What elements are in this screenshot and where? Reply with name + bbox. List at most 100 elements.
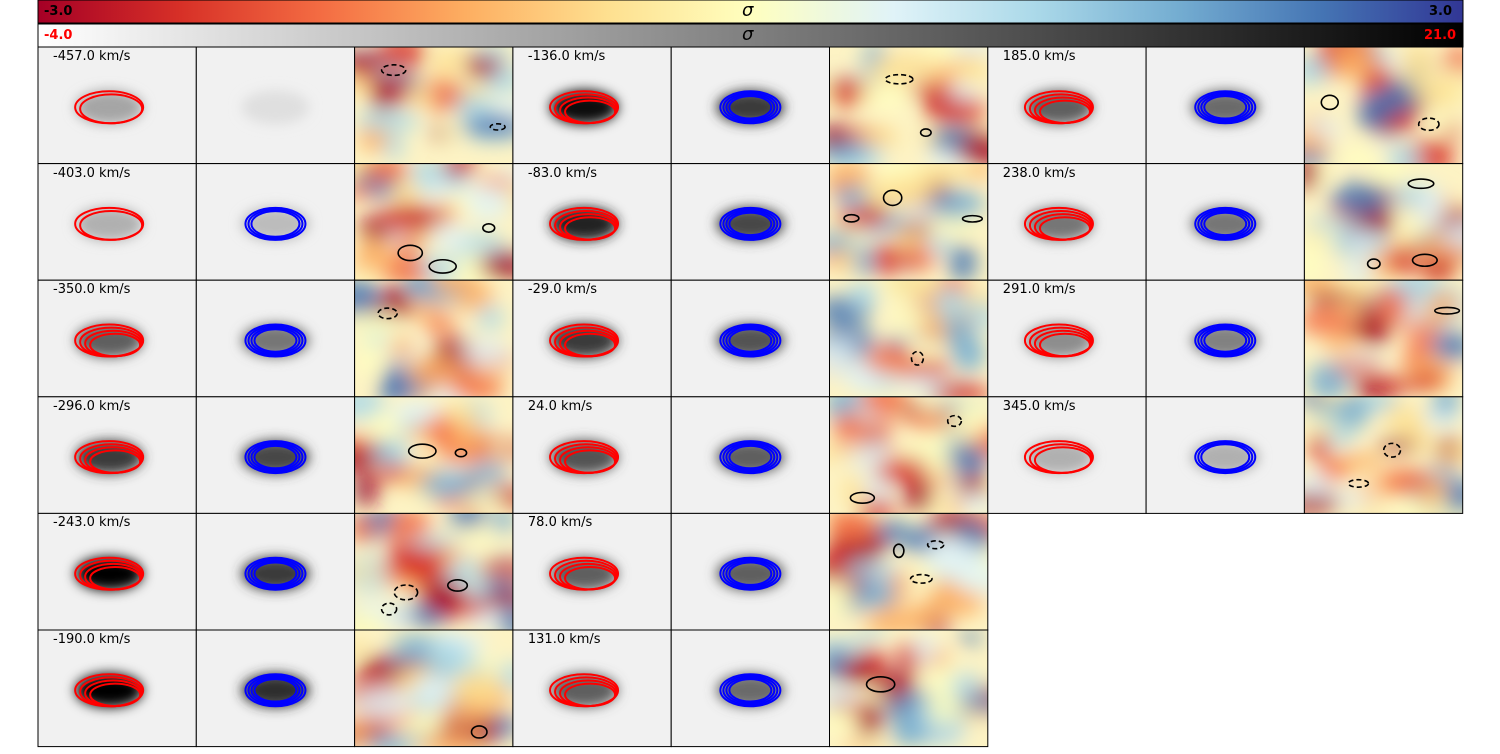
residual-contour — [380, 64, 407, 77]
model-contour — [728, 95, 773, 120]
model-contour — [722, 441, 779, 473]
residual-noise-blob — [935, 285, 964, 322]
model-panel — [670, 279, 831, 398]
residual-noise-blob — [467, 184, 511, 221]
residual-noise-blob — [1353, 504, 1385, 514]
residual-noise-blob — [430, 280, 479, 295]
residual-noise-blob — [836, 185, 874, 208]
residual-noise-blob — [905, 566, 940, 591]
model-panel-content — [671, 280, 830, 397]
residual-contour — [428, 258, 457, 274]
residual-contour — [946, 414, 963, 428]
model-contour — [247, 674, 304, 706]
data-panel-content — [512, 513, 672, 630]
residual-noise-blob — [841, 653, 874, 687]
model-contour — [1194, 206, 1257, 241]
model-contour — [719, 556, 782, 591]
residual-noise-blob — [354, 641, 370, 657]
residual-noise-blob — [354, 686, 411, 720]
intensity-colorbar-min-label: -4.0 — [44, 28, 73, 43]
residual-noise-blob — [855, 203, 889, 229]
residual-noise-blob — [1304, 163, 1319, 192]
velocity-label: -350.0 km/s — [53, 282, 131, 298]
residual-panel — [354, 163, 514, 281]
residual-noise — [1304, 47, 1463, 164]
residual-noise-blob — [449, 671, 505, 705]
residual-noise-blob — [1429, 331, 1463, 361]
residual-noise-blob — [354, 565, 384, 579]
residual-noise-blob — [1433, 396, 1460, 416]
residual-noise-blob — [463, 338, 510, 367]
residual-noise-blob — [354, 514, 375, 543]
residual-noise-blob — [884, 280, 942, 293]
residual-contour — [849, 491, 876, 505]
model-contour — [728, 328, 773, 353]
model-contour — [722, 325, 779, 356]
data-panel-content — [987, 280, 1147, 397]
residual-noise-blob — [487, 443, 513, 457]
model-panel — [670, 629, 831, 748]
model-contour — [1194, 323, 1257, 358]
residual-noise — [354, 513, 513, 631]
residual-noise-blob — [354, 609, 390, 631]
residual-noise-blob — [1322, 335, 1362, 353]
residual-noise-blob — [367, 733, 414, 747]
residual-noise-blob — [922, 443, 951, 478]
panel-grid — [37, 46, 1464, 748]
model-panel-content — [1146, 163, 1305, 281]
residual-noise-blob — [432, 47, 461, 80]
model-contour — [722, 91, 779, 123]
model-panel — [670, 46, 831, 165]
model-contour — [722, 208, 779, 240]
residual-noise-blob — [829, 339, 859, 356]
data-contour — [564, 682, 617, 707]
residual-contour — [909, 573, 933, 584]
residual-noise-blob — [913, 358, 949, 382]
residual-noise-blob — [392, 336, 413, 360]
model-panel-content — [196, 630, 355, 747]
residual-noise-blob — [1379, 468, 1435, 495]
model-contour — [1200, 443, 1251, 471]
residual-noise-blob — [411, 163, 441, 192]
residual-noise-blob — [920, 47, 960, 67]
model-contour — [728, 561, 773, 586]
model-contour — [728, 211, 773, 237]
residual-noise-blob — [1398, 322, 1445, 337]
residual-contour — [380, 602, 398, 616]
model-panel-content — [196, 513, 355, 630]
data-contour — [89, 449, 142, 474]
residual-noise-blob — [1304, 150, 1330, 164]
residual-noise-blob — [874, 457, 937, 486]
model-contour — [247, 558, 304, 590]
residual-panel — [829, 163, 989, 281]
residual-noise — [354, 47, 513, 160]
model-panel — [195, 396, 356, 514]
model-contour — [728, 678, 773, 703]
data-panel — [37, 396, 197, 514]
residual-panel-content — [829, 280, 988, 397]
residual-noise-blob — [1306, 217, 1358, 231]
residual-noise-blob — [926, 686, 961, 724]
residual-noise-blob — [1411, 335, 1433, 360]
residual-noise-blob — [472, 47, 513, 60]
residual-contour — [454, 448, 468, 458]
residual-noise-blob — [397, 543, 447, 583]
colorbar-group — [37, 0, 1464, 48]
model-panel — [670, 163, 831, 281]
residual-noise-blob — [1304, 54, 1329, 86]
data-contour — [79, 93, 144, 125]
residual-colorbar-min-label: -3.0 — [44, 4, 73, 19]
residual-contour — [1347, 478, 1370, 488]
residual-noise-blob — [848, 246, 880, 277]
residual-noise — [354, 163, 513, 281]
residual-noise-blob — [901, 526, 939, 553]
intensity-colorbar-max-label: 21.0 — [1424, 28, 1457, 43]
residual-noise-blob — [480, 250, 513, 281]
velocity-label: -457.0 km/s — [53, 49, 131, 64]
data-contour — [564, 566, 617, 591]
data-panel-content — [38, 280, 197, 397]
residual-contour — [884, 73, 914, 85]
residual-panel — [354, 46, 514, 165]
residual-noise-blob — [477, 305, 505, 330]
